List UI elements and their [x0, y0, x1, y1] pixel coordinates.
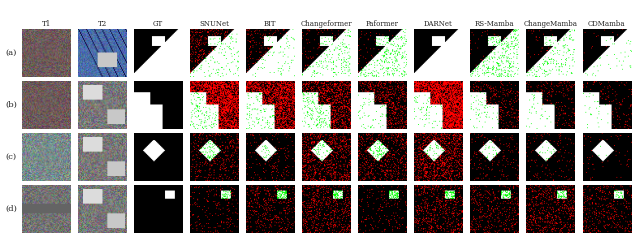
Y-axis label: (a): (a): [5, 49, 17, 57]
Y-axis label: (b): (b): [5, 101, 17, 109]
Title: Paformer: Paformer: [366, 20, 399, 28]
Title: DARNet: DARNet: [424, 20, 453, 28]
Title: CDMamba: CDMamba: [588, 20, 625, 28]
Y-axis label: (d): (d): [5, 205, 17, 213]
Title: BIT: BIT: [264, 20, 276, 28]
Y-axis label: (c): (c): [5, 153, 17, 161]
Title: SNUNet: SNUNet: [200, 20, 229, 28]
Title: ChangeMamba: ChangeMamba: [524, 20, 578, 28]
Title: Changeformer: Changeformer: [301, 20, 352, 28]
Title: T2: T2: [97, 20, 107, 28]
Title: GT: GT: [153, 20, 163, 28]
Title: T1: T1: [42, 20, 51, 28]
Title: RS-Mamba: RS-Mamba: [475, 20, 515, 28]
